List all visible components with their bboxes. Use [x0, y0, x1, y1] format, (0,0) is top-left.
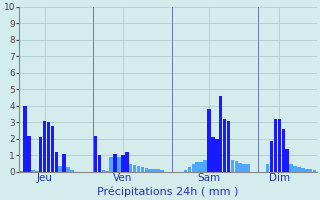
- Bar: [117, 157, 121, 172]
- Bar: [19, 171, 23, 172]
- Bar: [43, 121, 46, 172]
- Bar: [274, 119, 277, 172]
- Bar: [125, 152, 129, 172]
- Bar: [109, 157, 113, 172]
- Bar: [282, 129, 285, 172]
- Bar: [309, 169, 312, 172]
- Bar: [129, 164, 132, 172]
- Bar: [184, 170, 187, 172]
- Bar: [35, 171, 38, 172]
- Bar: [305, 169, 308, 172]
- Bar: [203, 160, 207, 172]
- Bar: [133, 165, 136, 172]
- Bar: [27, 136, 31, 172]
- Bar: [270, 141, 273, 172]
- Bar: [242, 164, 246, 172]
- Bar: [39, 137, 43, 172]
- Bar: [199, 162, 203, 172]
- Bar: [137, 166, 140, 172]
- Bar: [227, 121, 230, 172]
- Bar: [66, 167, 70, 172]
- Bar: [70, 170, 74, 172]
- Bar: [148, 169, 152, 172]
- Bar: [219, 96, 222, 172]
- Bar: [301, 168, 305, 172]
- Bar: [51, 126, 54, 172]
- Bar: [94, 136, 97, 172]
- Bar: [62, 154, 66, 172]
- Bar: [54, 152, 58, 172]
- Bar: [188, 167, 191, 172]
- Bar: [313, 170, 316, 172]
- Bar: [266, 164, 269, 172]
- Bar: [47, 122, 50, 172]
- Bar: [215, 139, 219, 172]
- Bar: [105, 171, 109, 172]
- Bar: [246, 164, 250, 172]
- Bar: [289, 164, 293, 172]
- Bar: [297, 167, 301, 172]
- Bar: [121, 155, 124, 172]
- X-axis label: Précipitations 24h ( mm ): Précipitations 24h ( mm ): [97, 186, 238, 197]
- Bar: [98, 155, 101, 172]
- Bar: [223, 119, 226, 172]
- Bar: [207, 109, 211, 172]
- Bar: [145, 168, 148, 172]
- Bar: [23, 106, 27, 172]
- Bar: [196, 162, 199, 172]
- Bar: [156, 169, 160, 172]
- Bar: [285, 149, 289, 172]
- Bar: [160, 170, 164, 172]
- Bar: [191, 164, 195, 172]
- Bar: [235, 161, 238, 172]
- Bar: [277, 119, 281, 172]
- Bar: [31, 170, 35, 172]
- Bar: [293, 166, 297, 172]
- Bar: [140, 167, 144, 172]
- Bar: [238, 163, 242, 172]
- Bar: [152, 169, 156, 172]
- Bar: [59, 166, 62, 172]
- Bar: [101, 170, 105, 172]
- Bar: [231, 160, 234, 172]
- Bar: [113, 154, 117, 172]
- Bar: [211, 137, 215, 172]
